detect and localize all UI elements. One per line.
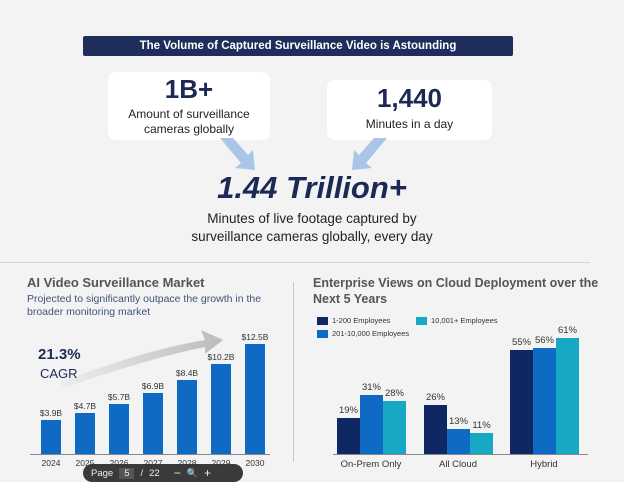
total-footage-label: Minutes of live footage captured by surv…	[0, 210, 624, 246]
x-tick-label: 2027	[143, 458, 163, 468]
banner-title: The Volume of Captured Surveillance Vide…	[83, 36, 513, 56]
data-label: 26%	[425, 391, 445, 403]
label-line: Minutes of live footage captured by	[207, 211, 417, 226]
page-total: 22	[149, 467, 160, 479]
x-tick-label: On-Prem Only	[340, 459, 402, 470]
data-label: $5.7B	[107, 391, 131, 402]
bar	[447, 429, 470, 454]
page-separator: /	[140, 467, 144, 479]
data-label: $8.4B	[175, 368, 199, 379]
data-label: 56%	[534, 334, 554, 346]
bar	[510, 349, 533, 454]
x-tick-label: 2024	[41, 458, 61, 468]
cagr-value: 21.3%	[38, 346, 81, 363]
data-label: $3.9B	[39, 407, 63, 418]
legend-label: 201-10,000 Employees	[332, 329, 410, 338]
bar	[470, 433, 493, 454]
market-chart-title: AI Video Surveillance Market	[27, 275, 205, 290]
arrow-down-left-icon	[352, 138, 387, 170]
legend-swatch	[317, 329, 328, 338]
stat-card-cameras: 1B+ Amount of surveillance cameras globa…	[108, 72, 270, 140]
zoom-in-button[interactable]: +	[203, 466, 211, 480]
data-label: $4.7B	[73, 400, 97, 411]
zoom-icon[interactable]: 🔍	[186, 467, 198, 478]
legend-label: 10,001+ Employees	[431, 316, 498, 325]
legend-item: 10,001+ Employees	[416, 316, 498, 325]
bar	[211, 364, 231, 454]
stat-value: 1,440	[376, 83, 443, 113]
data-label: 31%	[361, 382, 381, 394]
legend-label: 1-200 Employees	[332, 316, 391, 325]
data-label: $6.9B	[141, 381, 165, 392]
page-label: Page	[91, 467, 114, 479]
cagr-label: CAGR	[40, 366, 78, 381]
market-chart-subtitle: Projected to significantly outpace the g…	[27, 293, 262, 318]
stat-value: 1B+	[164, 74, 214, 104]
bar	[360, 395, 383, 454]
page-toolbar: Page 5 / 22 − 🔍 +	[83, 464, 243, 482]
x-tick-label: All Cloud	[438, 459, 478, 470]
bar	[109, 403, 129, 454]
data-label: 11%	[472, 420, 491, 432]
x-axis	[30, 454, 270, 455]
label-line: surveillance cameras globally, every day	[191, 229, 433, 244]
bar	[245, 344, 265, 454]
stat-card-minutes: 1,440 Minutes in a day	[327, 80, 492, 140]
data-label: $12.5B	[241, 332, 269, 342]
bar	[337, 417, 360, 454]
data-label: 61%	[557, 325, 577, 337]
legend-item: 201-10,000 Employees	[317, 329, 409, 338]
zoom-out-button[interactable]: −	[173, 466, 181, 480]
divider	[293, 282, 294, 462]
bar	[143, 393, 163, 454]
bar	[533, 347, 556, 454]
x-tick-label: 2026	[109, 458, 129, 468]
cloud-chart-title: Enterprise Views on Cloud Deployment ove…	[313, 276, 599, 306]
x-tick-label: 2029	[211, 458, 231, 468]
data-label: 19%	[338, 404, 358, 416]
legend-swatch	[317, 316, 328, 325]
data-label: 28%	[384, 387, 404, 399]
x-tick-label: 2030	[245, 458, 265, 468]
x-axis	[333, 454, 588, 455]
stat-label: Minutes in a day	[365, 117, 454, 131]
bar	[177, 380, 197, 454]
page-number-input[interactable]: 5	[119, 467, 135, 479]
arrows-decoration	[220, 138, 387, 170]
legend-item: 1-200 Employees	[317, 316, 390, 325]
x-tick-label: 2025	[75, 458, 95, 468]
bar	[383, 400, 406, 454]
growth-arrow-icon	[60, 330, 223, 388]
divider	[0, 262, 590, 263]
x-tick-label: Hybrid	[530, 459, 558, 470]
bar	[75, 412, 95, 454]
total-footage-value: 1.44 Trillion+	[217, 170, 407, 205]
legend-swatch	[416, 316, 427, 325]
data-label: 13%	[448, 416, 468, 428]
bar	[556, 338, 579, 454]
bar	[41, 419, 61, 454]
data-label: 55%	[511, 336, 531, 348]
x-tick-label: 2028	[177, 458, 197, 468]
arrow-down-right-icon	[220, 138, 255, 170]
stat-label: Amount of surveillance cameras globally	[128, 107, 250, 136]
data-label: $10.2B	[207, 352, 235, 363]
bar	[424, 404, 447, 454]
